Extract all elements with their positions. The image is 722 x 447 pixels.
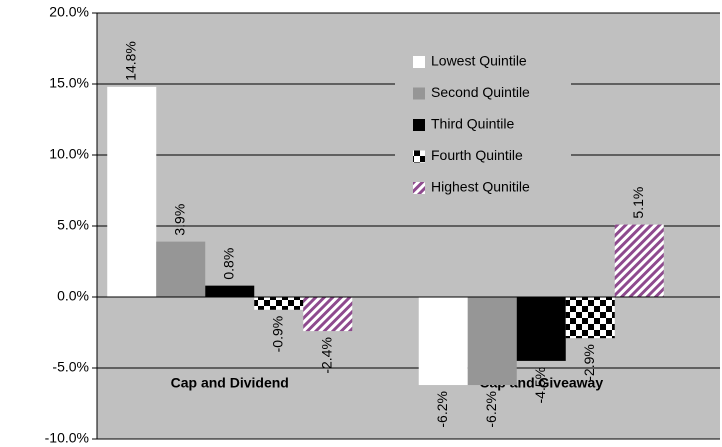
x-category-label: Cap and Dividend <box>171 375 289 391</box>
legend-label: Lowest Quintile <box>431 53 527 69</box>
bar <box>254 297 304 310</box>
data-label: 0.8% <box>220 248 236 280</box>
y-tick-label: 15.0% <box>49 75 89 91</box>
y-tick-label: -5.0% <box>52 359 89 375</box>
bar <box>565 297 615 339</box>
legend-label: Fourth Quintile <box>431 147 523 163</box>
data-label: 3.9% <box>171 204 187 236</box>
data-label: -4.5% <box>532 367 548 404</box>
y-tick-label: -10.0% <box>45 430 89 446</box>
bar <box>156 241 206 297</box>
bar <box>418 297 468 386</box>
data-label: -6.2% <box>434 391 450 428</box>
legend-label: Second Quintile <box>431 84 530 100</box>
bar <box>107 86 157 297</box>
legend-swatch <box>413 182 425 194</box>
y-tick-label: 20.0% <box>49 4 89 20</box>
legend-swatch <box>413 56 425 68</box>
data-label: -2.4% <box>318 337 334 374</box>
data-label: 5.1% <box>630 187 646 219</box>
bar <box>467 297 517 386</box>
legend-label: Highest Qunitile <box>431 179 530 195</box>
legend-swatch <box>413 119 425 131</box>
data-label: -0.9% <box>269 316 285 353</box>
y-tick-label: 0.0% <box>57 288 89 304</box>
legend-swatch <box>413 150 425 163</box>
bar <box>516 297 566 361</box>
bar <box>303 297 353 332</box>
bar <box>614 224 664 297</box>
data-label: -2.9% <box>581 344 597 381</box>
data-label: -6.2% <box>483 391 499 428</box>
data-label: 14.8% <box>122 41 138 81</box>
y-tick-label: 5.0% <box>57 217 89 233</box>
legend-swatch <box>413 87 425 100</box>
bar <box>205 285 255 297</box>
legend-label: Third Quintile <box>431 116 514 132</box>
y-tick-label: 10.0% <box>49 146 89 162</box>
